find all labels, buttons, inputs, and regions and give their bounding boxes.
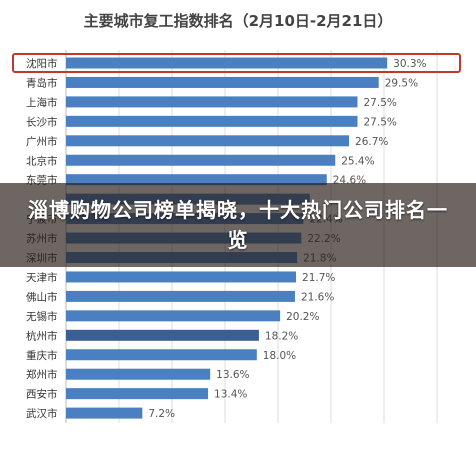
category-label: 上海市: [26, 96, 58, 109]
bar: [66, 271, 297, 283]
category-label: 郑州市: [26, 368, 58, 381]
value-label: 26.7%: [355, 136, 388, 148]
value-label: 29.5%: [385, 77, 418, 89]
category-label: 广州市: [26, 135, 58, 148]
category-label: 沈阳市: [26, 57, 58, 70]
bar: [66, 407, 143, 419]
bar: [66, 76, 379, 88]
bar: [66, 290, 295, 302]
category-label: 杭州市: [26, 329, 58, 342]
value-label: 20.2%: [286, 311, 319, 323]
value-label: 25.4%: [341, 155, 374, 167]
category-label: 天津市: [26, 271, 58, 284]
value-label: 30.3%: [393, 58, 426, 70]
category-label: 武汉市: [26, 407, 58, 420]
headline-banner: 淄博购物公司榜单揭晓，十大热门公司排名一览: [0, 183, 476, 267]
bar: [66, 329, 259, 341]
category-label: 重庆市: [26, 349, 58, 362]
bar: [66, 154, 336, 166]
value-label: 13.6%: [216, 369, 249, 381]
bar: [66, 388, 209, 400]
highlight-box: [12, 53, 461, 73]
chart-title: 主要城市复工指数排名（2月10日-2月21日）: [84, 12, 393, 30]
category-label: 无锡市: [26, 310, 58, 323]
category-label: 青岛市: [26, 76, 58, 89]
category-label: 佛山市: [26, 290, 58, 303]
category-label: 西安市: [26, 388, 58, 401]
value-label: 21.6%: [301, 291, 334, 303]
value-label: 27.5%: [364, 97, 397, 109]
value-label: 18.2%: [265, 330, 298, 342]
bar: [66, 115, 358, 127]
bar: [66, 57, 388, 69]
value-label: 7.2%: [148, 408, 175, 420]
value-label: 13.4%: [214, 389, 247, 401]
value-label: 21.7%: [302, 272, 335, 284]
headline-text: 淄博购物公司榜单揭晓，十大热门公司排名一览: [28, 198, 448, 252]
bar: [66, 174, 327, 186]
bar: [66, 96, 358, 108]
value-label: 18.0%: [263, 350, 296, 362]
bar: [66, 135, 350, 147]
category-label: 长沙市: [26, 115, 58, 128]
bar: [66, 310, 281, 322]
bar: [66, 349, 257, 361]
value-label: 27.5%: [364, 116, 397, 128]
category-label: 北京市: [26, 154, 58, 167]
bar: [66, 368, 211, 380]
